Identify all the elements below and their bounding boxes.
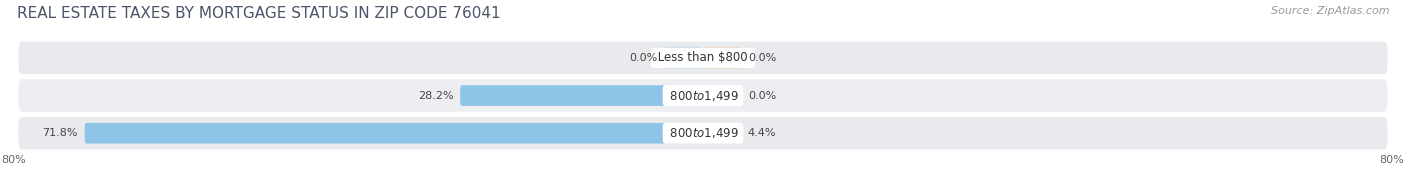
Text: 71.8%: 71.8% xyxy=(42,128,77,138)
FancyBboxPatch shape xyxy=(703,85,742,106)
Text: 0.0%: 0.0% xyxy=(748,53,778,63)
FancyBboxPatch shape xyxy=(18,42,1388,74)
Text: 0.0%: 0.0% xyxy=(748,90,778,101)
FancyBboxPatch shape xyxy=(703,123,741,144)
FancyBboxPatch shape xyxy=(18,79,1388,112)
Text: 28.2%: 28.2% xyxy=(418,90,453,101)
Text: $800 to $1,499: $800 to $1,499 xyxy=(666,89,740,103)
FancyBboxPatch shape xyxy=(664,48,703,68)
FancyBboxPatch shape xyxy=(18,117,1388,149)
Text: 4.4%: 4.4% xyxy=(748,128,776,138)
Text: $800 to $1,499: $800 to $1,499 xyxy=(666,126,740,140)
Text: Source: ZipAtlas.com: Source: ZipAtlas.com xyxy=(1271,6,1389,16)
Text: REAL ESTATE TAXES BY MORTGAGE STATUS IN ZIP CODE 76041: REAL ESTATE TAXES BY MORTGAGE STATUS IN … xyxy=(17,6,501,21)
Text: 0.0%: 0.0% xyxy=(628,53,658,63)
FancyBboxPatch shape xyxy=(703,48,742,68)
FancyBboxPatch shape xyxy=(84,123,703,144)
Text: Less than $800: Less than $800 xyxy=(654,51,752,64)
FancyBboxPatch shape xyxy=(460,85,703,106)
